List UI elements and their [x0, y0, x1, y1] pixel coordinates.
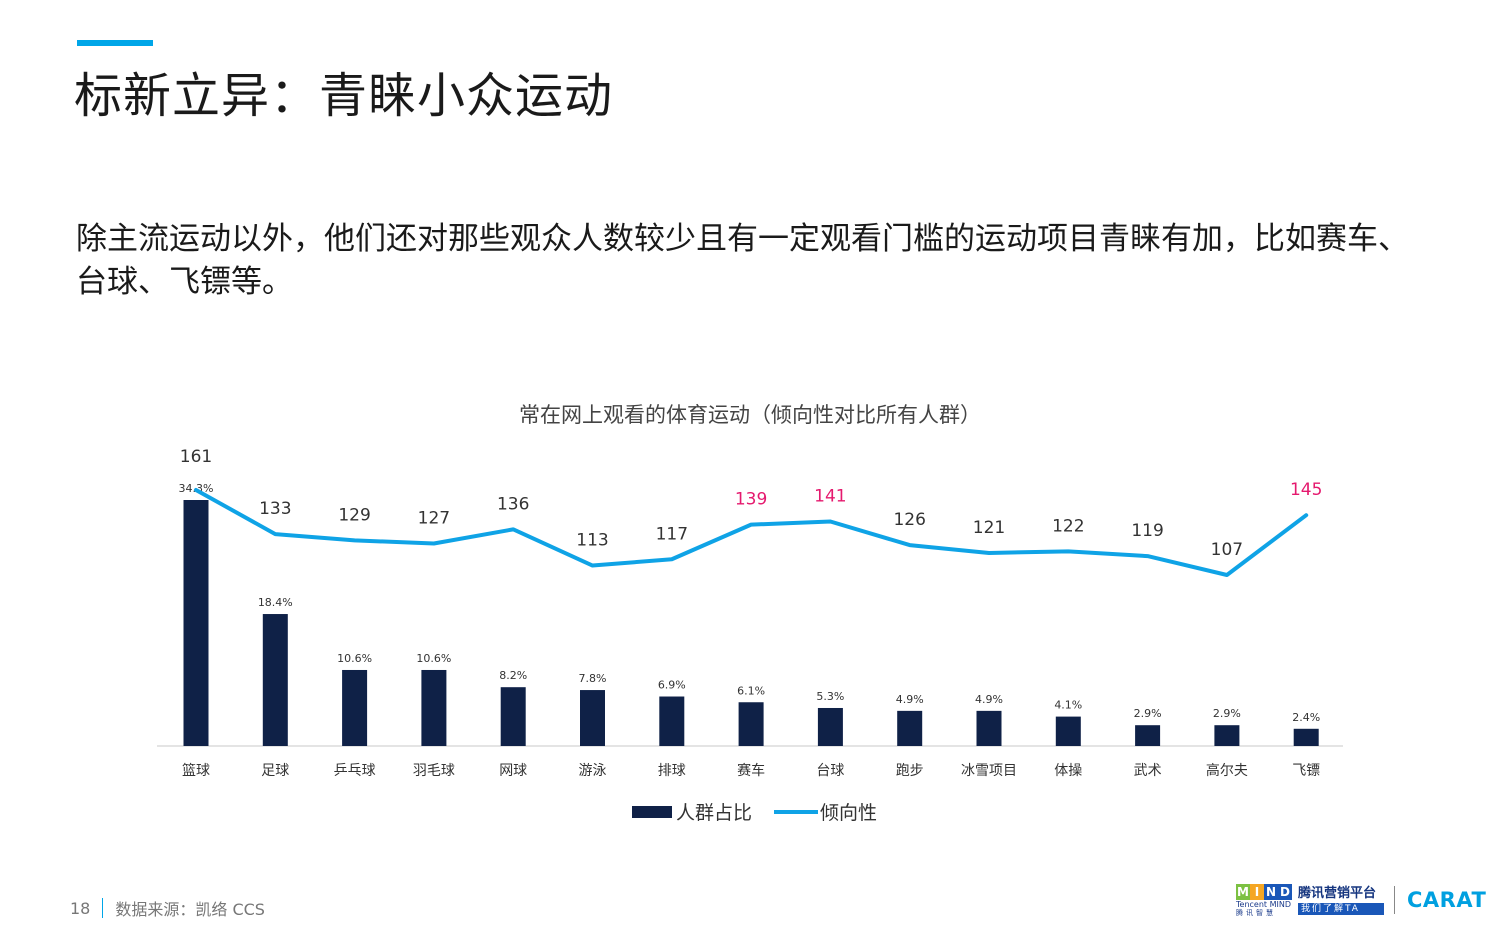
category-label: 足球 — [261, 763, 289, 779]
mind-subtitle: Tencent MIND — [1236, 900, 1291, 909]
bar-value-label: 10.6% — [337, 652, 372, 665]
bar — [817, 707, 843, 746]
tencent-marketing-logo: 腾讯营销平台 我们了解TA — [1298, 885, 1384, 915]
category-label: 乒乓球 — [334, 763, 376, 779]
line-value-label: 117 — [656, 524, 688, 544]
line-value-label: 141 — [814, 486, 846, 506]
title-accent-bar — [77, 40, 153, 46]
legend-line-label: 倾向性 — [820, 802, 878, 824]
bar — [262, 614, 288, 746]
footer: 18 数据来源：凯络 CCS — [70, 896, 265, 920]
bar — [897, 710, 923, 746]
bar — [659, 696, 685, 746]
line-value-label: 136 — [497, 494, 529, 514]
carat-logo: CARAT — [1407, 888, 1487, 912]
line-value-label: 161 — [180, 447, 212, 467]
bar — [1055, 716, 1081, 746]
bar-value-label: 18.4% — [258, 596, 293, 609]
legend-bar-swatch — [632, 805, 672, 818]
category-label: 台球 — [816, 763, 844, 779]
category-label: 篮球 — [182, 763, 210, 779]
line-value-label: 127 — [418, 509, 450, 529]
mind-letter: I — [1250, 884, 1264, 900]
page-title: 标新立异：青睐小众运动 — [74, 68, 614, 124]
bar-value-label: 6.1% — [737, 684, 765, 697]
bar-value-label: 2.9% — [1213, 707, 1241, 720]
bar — [580, 690, 605, 746]
line-value-label: 139 — [735, 490, 767, 510]
bar — [1135, 725, 1161, 746]
bar-value-label: 2.9% — [1134, 707, 1162, 720]
bar — [1293, 728, 1319, 746]
category-label: 体操 — [1054, 763, 1082, 779]
bar-value-label: 2.4% — [1292, 711, 1320, 724]
bar — [342, 669, 368, 746]
mind-letter: D — [1278, 884, 1292, 900]
line-value-label: 119 — [1131, 521, 1163, 541]
line-value-label: 126 — [893, 510, 925, 530]
line-value-label: 129 — [338, 505, 370, 525]
chart-legend: 人群占比 倾向性 — [632, 798, 877, 825]
data-source: 数据来源：凯络 CCS — [115, 900, 265, 919]
mind-letter: M — [1236, 884, 1250, 900]
bar — [500, 687, 526, 746]
category-label: 跑步 — [896, 763, 924, 779]
bar-value-label: 6.9% — [658, 679, 686, 692]
category-label: 赛车 — [737, 762, 765, 779]
bar — [1214, 725, 1240, 746]
category-label: 高尔夫 — [1206, 762, 1248, 779]
category-label: 冰雪项目 — [961, 763, 1017, 779]
line-value-label: 133 — [259, 499, 291, 519]
intro-paragraph: 除主流运动以外，他们还对那些观众人数较少且有一定观看门槛的运动项目青睐有加，比如… — [76, 221, 1409, 300]
bar — [421, 669, 447, 746]
mind-subtitle-cn: 腾讯智慧 — [1236, 909, 1276, 917]
bar-value-label: 10.6% — [416, 652, 451, 665]
category-label: 飞镖 — [1292, 763, 1320, 779]
line-series-path — [194, 488, 1309, 577]
bar-value-label: 5.3% — [816, 690, 844, 703]
bar — [183, 500, 209, 746]
bar — [976, 710, 1002, 746]
line-value-label: 113 — [576, 531, 608, 551]
category-label: 武术 — [1134, 763, 1162, 779]
legend-line-swatch — [774, 809, 819, 814]
tencent-marketing-slogan: 我们了解TA — [1298, 903, 1384, 915]
line-value-label: 145 — [1290, 480, 1322, 500]
chart-title: 常在网上观看的体育运动（倾向性对比所有人群） — [519, 403, 981, 427]
tencent-marketing-name: 腾讯营销平台 — [1298, 886, 1377, 901]
line-value-label: 107 — [1211, 540, 1243, 560]
line-value-label: 122 — [1052, 516, 1084, 536]
category-label: 羽毛球 — [413, 763, 455, 779]
legend-bar-label: 人群占比 — [676, 802, 753, 824]
bar-value-label: 4.9% — [975, 693, 1003, 706]
category-label: 排球 — [658, 763, 686, 779]
category-label: 网球 — [499, 763, 527, 779]
bar-value-label: 8.2% — [499, 669, 527, 682]
category-label: 游泳 — [579, 763, 607, 779]
bar-value-label: 4.1% — [1054, 699, 1082, 712]
bar — [738, 702, 764, 746]
line-value-label: 121 — [973, 518, 1005, 538]
mind-letter: N — [1264, 884, 1278, 900]
bar-value-label: 4.9% — [896, 693, 924, 706]
footer-divider — [102, 898, 104, 918]
page-number: 18 — [70, 898, 91, 918]
bar-value-label: 7.8% — [579, 672, 607, 685]
logo-divider — [1394, 886, 1395, 914]
